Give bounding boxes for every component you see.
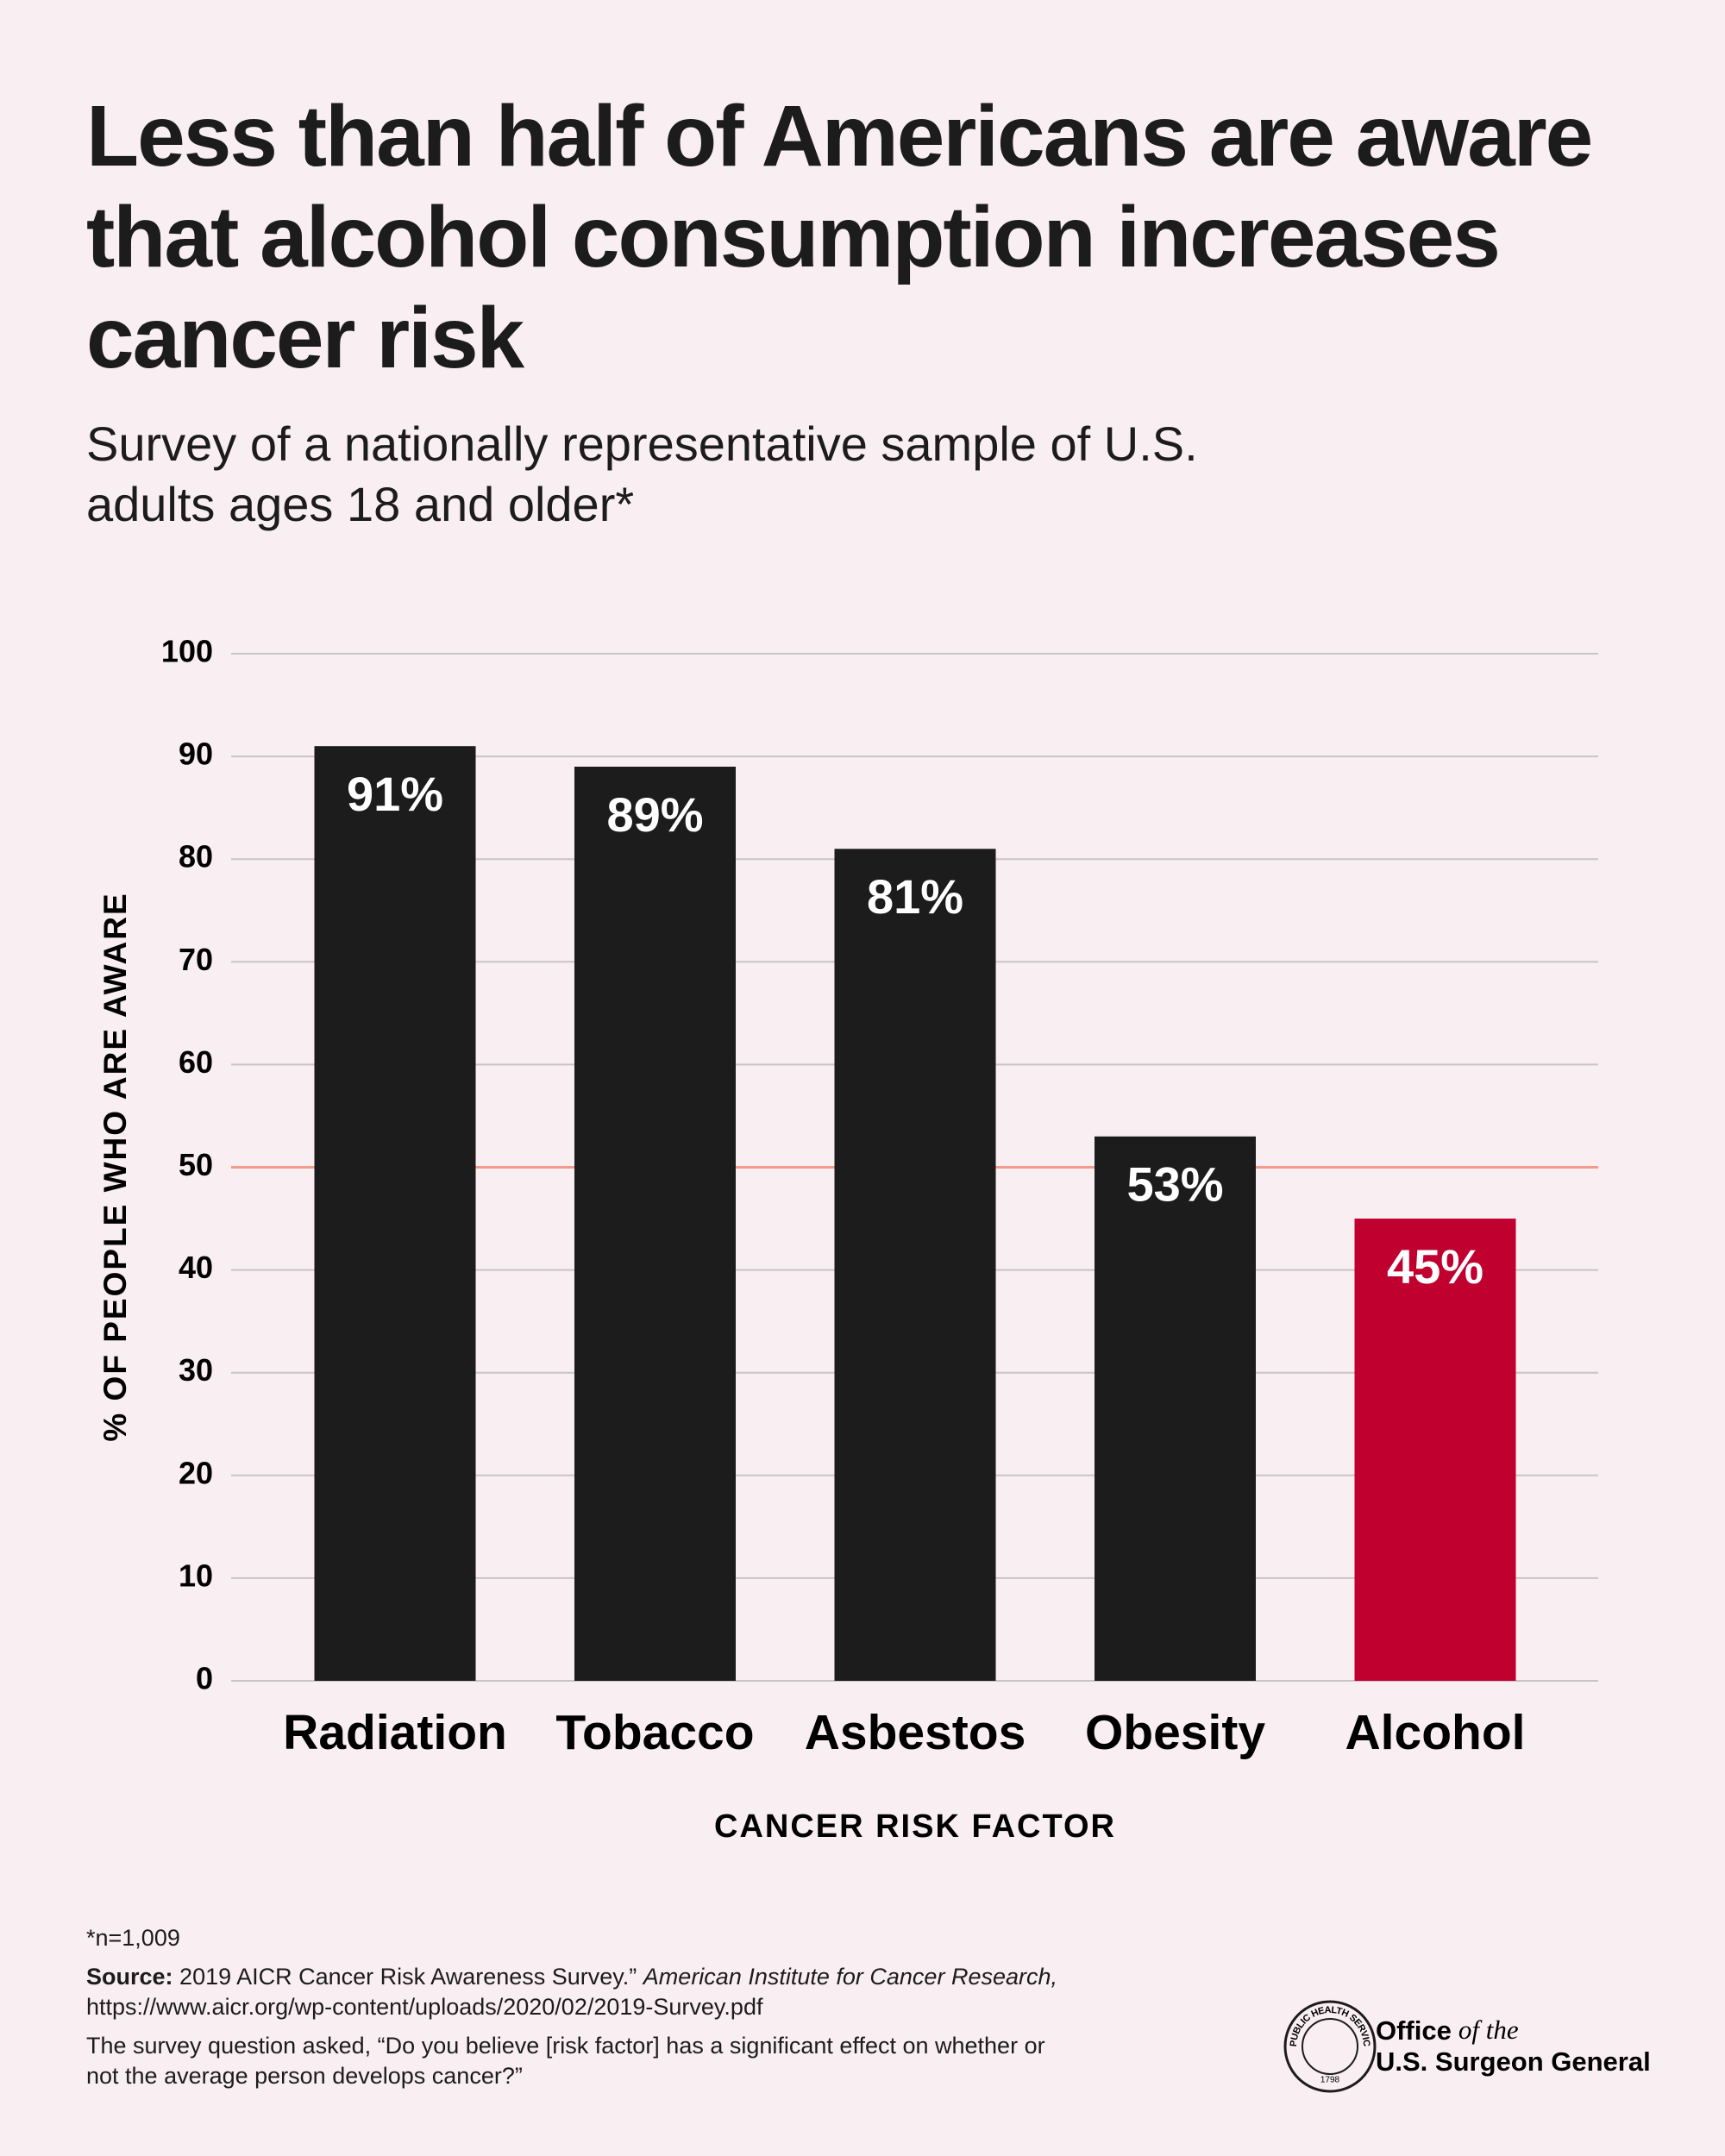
x-tick-label: Asbestos — [805, 1705, 1026, 1760]
seal-outline — [1283, 2000, 1377, 2093]
logo-office: Office of the — [1376, 2015, 1519, 2046]
y-tick-label: 90 — [179, 736, 213, 772]
source-label: Source: — [86, 1964, 173, 1990]
value-label: 81% — [867, 869, 963, 924]
footnotes: *n=1,009 Source: 2019 AICR Cancer Risk A… — [86, 1923, 1070, 2100]
value-label: 91% — [347, 767, 443, 821]
y-tick-label: 30 — [179, 1352, 213, 1388]
bar — [574, 767, 736, 1681]
bar — [834, 849, 996, 1681]
x-tick-label: Alcohol — [1346, 1705, 1526, 1760]
bar — [1354, 1219, 1516, 1681]
x-tick-label: Obesity — [1085, 1705, 1265, 1760]
x-tick-label: Tobacco — [555, 1705, 754, 1760]
x-tick-label: Radiation — [283, 1705, 507, 1760]
y-tick-label: 0 — [196, 1661, 213, 1696]
y-axis-label: % OF PEOPLE WHO ARE AWARE — [97, 892, 133, 1441]
seal-inner — [1302, 2018, 1358, 2075]
y-tick-label: 10 — [179, 1557, 213, 1593]
source-publication: American Institute for Cancer Research, — [643, 1964, 1057, 1990]
value-label: 45% — [1387, 1239, 1484, 1294]
survey-question: The survey question asked, “Do you belie… — [86, 2033, 1045, 2089]
seal-year: 1798 — [1320, 2076, 1340, 2085]
source-url: https://www.aicr.org/wp-content/uploads/… — [86, 1994, 763, 2020]
chart-title: Less than half of Americans are aware th… — [86, 88, 1593, 386]
y-tick-label: 100 — [161, 634, 213, 669]
source: Source: 2019 AICR Cancer Risk Awareness … — [86, 1962, 1070, 2022]
bar — [314, 746, 476, 1682]
source-text: 2019 AICR Cancer Risk Awareness Survey.” — [179, 1964, 637, 1990]
logo-of-the: of the — [1458, 2015, 1519, 2045]
logo-office-word: Office — [1376, 2015, 1452, 2046]
y-tick-label: 80 — [179, 839, 213, 874]
logo-name: U.S. Surgeon General — [1376, 2046, 1651, 2077]
value-label: 53% — [1126, 1157, 1223, 1212]
y-tick-label: 40 — [179, 1250, 213, 1285]
value-label: 89% — [606, 787, 703, 842]
y-tick-label: 50 — [179, 1147, 213, 1182]
bar — [1095, 1136, 1256, 1681]
y-tick-label: 70 — [179, 942, 213, 977]
y-tick-label: 60 — [179, 1044, 213, 1080]
y-tick-label: 20 — [179, 1455, 213, 1490]
x-axis-label: CANCER RISK FACTOR — [714, 1808, 1116, 1845]
chart-subtitle: Survey of a nationally representative sa… — [86, 417, 1198, 531]
sample-note: *n=1,009 — [86, 1925, 180, 1951]
